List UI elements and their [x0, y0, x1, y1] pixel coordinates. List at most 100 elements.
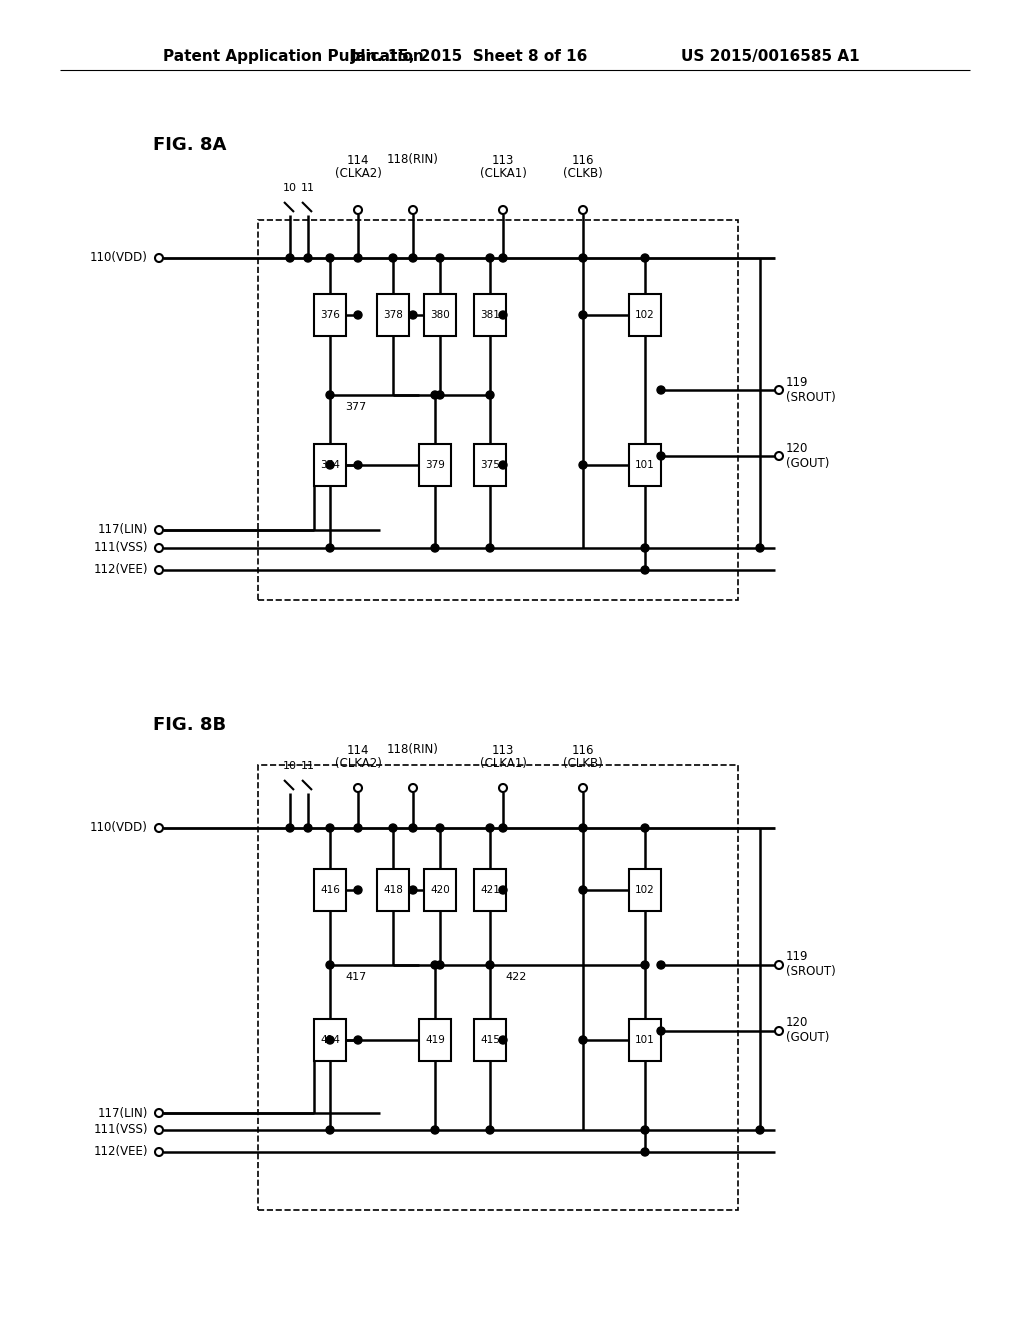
Bar — [629, 1019, 662, 1061]
Circle shape — [354, 1036, 362, 1044]
Circle shape — [579, 312, 587, 319]
Text: 114: 114 — [347, 153, 370, 166]
Circle shape — [579, 886, 587, 894]
Circle shape — [431, 391, 439, 399]
Circle shape — [155, 1148, 163, 1156]
Circle shape — [486, 961, 494, 969]
Text: 418: 418 — [383, 884, 402, 895]
Text: US 2015/0016585 A1: US 2015/0016585 A1 — [681, 49, 860, 65]
Circle shape — [155, 525, 163, 535]
Circle shape — [641, 566, 649, 574]
Text: 421: 421 — [480, 884, 500, 895]
Circle shape — [326, 1126, 334, 1134]
Text: 111(VSS): 111(VSS) — [93, 541, 148, 554]
Circle shape — [579, 253, 587, 261]
Circle shape — [579, 1036, 587, 1044]
Circle shape — [579, 461, 587, 469]
Circle shape — [431, 961, 439, 969]
Circle shape — [499, 253, 507, 261]
Text: 113: 113 — [492, 153, 514, 166]
Text: 380: 380 — [430, 310, 450, 319]
Text: 375: 375 — [480, 459, 500, 470]
Circle shape — [641, 544, 649, 552]
Circle shape — [641, 1148, 649, 1156]
Text: 11: 11 — [301, 183, 315, 193]
Bar — [474, 444, 506, 486]
Text: 110(VDD): 110(VDD) — [90, 252, 148, 264]
Circle shape — [756, 544, 764, 552]
Bar — [314, 294, 346, 337]
Text: 119: 119 — [786, 375, 809, 388]
Circle shape — [486, 253, 494, 261]
Text: Patent Application Publication: Patent Application Publication — [163, 49, 424, 65]
Circle shape — [436, 253, 444, 261]
Text: (GOUT): (GOUT) — [786, 1031, 829, 1044]
Bar — [424, 294, 456, 337]
Circle shape — [155, 1126, 163, 1134]
Text: 112(VEE): 112(VEE) — [93, 564, 148, 577]
Text: (SROUT): (SROUT) — [786, 391, 836, 404]
Text: 102: 102 — [635, 310, 655, 319]
Text: 379: 379 — [425, 459, 445, 470]
Circle shape — [436, 391, 444, 399]
Text: (CLKB): (CLKB) — [563, 758, 603, 771]
Bar — [377, 869, 409, 911]
Text: (CLKA1): (CLKA1) — [479, 758, 526, 771]
Circle shape — [499, 886, 507, 894]
Circle shape — [756, 1126, 764, 1134]
Circle shape — [775, 451, 783, 459]
Text: 101: 101 — [635, 459, 655, 470]
Text: 120: 120 — [786, 441, 808, 454]
Circle shape — [579, 824, 587, 832]
Text: (CLKA1): (CLKA1) — [479, 168, 526, 181]
Bar — [629, 444, 662, 486]
Circle shape — [155, 824, 163, 832]
Text: 118(RIN): 118(RIN) — [387, 153, 439, 166]
Text: 112(VEE): 112(VEE) — [93, 1146, 148, 1159]
Bar — [314, 444, 346, 486]
Text: 10: 10 — [283, 183, 297, 193]
Circle shape — [431, 544, 439, 552]
Circle shape — [409, 784, 417, 792]
Circle shape — [409, 824, 417, 832]
Text: 416: 416 — [321, 884, 340, 895]
Bar — [629, 869, 662, 911]
Circle shape — [641, 824, 649, 832]
Circle shape — [304, 824, 312, 832]
Circle shape — [486, 1126, 494, 1134]
Circle shape — [499, 824, 507, 832]
Bar — [424, 869, 456, 911]
Circle shape — [389, 253, 397, 261]
Text: 110(VDD): 110(VDD) — [90, 821, 148, 834]
Circle shape — [326, 544, 334, 552]
Circle shape — [155, 1109, 163, 1117]
Text: 116: 116 — [571, 153, 594, 166]
Text: 381: 381 — [480, 310, 500, 319]
Text: 414: 414 — [321, 1035, 340, 1045]
Text: (GOUT): (GOUT) — [786, 457, 829, 470]
Circle shape — [486, 824, 494, 832]
Text: 376: 376 — [321, 310, 340, 319]
Text: (CLKA2): (CLKA2) — [335, 758, 381, 771]
Text: 102: 102 — [635, 884, 655, 895]
Circle shape — [389, 824, 397, 832]
Text: 120: 120 — [786, 1016, 808, 1030]
Text: 10: 10 — [283, 762, 297, 771]
Circle shape — [354, 886, 362, 894]
Circle shape — [499, 312, 507, 319]
Bar — [258, 766, 738, 1210]
Text: 374: 374 — [321, 459, 340, 470]
Bar — [377, 294, 409, 337]
Text: FIG. 8B: FIG. 8B — [153, 715, 226, 734]
Circle shape — [486, 544, 494, 552]
Circle shape — [354, 312, 362, 319]
Bar — [474, 869, 506, 911]
Text: 111(VSS): 111(VSS) — [93, 1123, 148, 1137]
Circle shape — [326, 961, 334, 969]
Text: 113: 113 — [492, 743, 514, 756]
Circle shape — [499, 461, 507, 469]
Circle shape — [409, 253, 417, 261]
Circle shape — [409, 312, 417, 319]
Text: 101: 101 — [635, 1035, 655, 1045]
Circle shape — [641, 253, 649, 261]
